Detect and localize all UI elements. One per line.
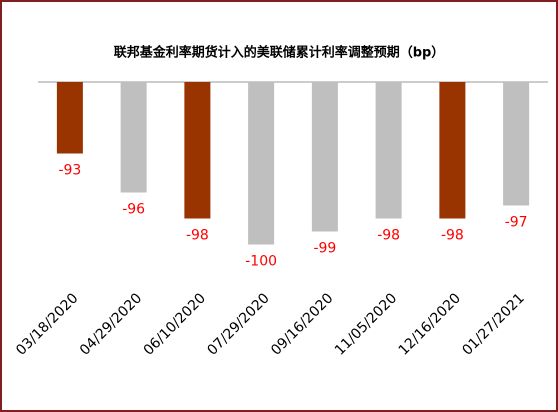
chart-title: 联邦基金利率期货计入的美联储累计利率调整预期（bp）: [114, 45, 445, 61]
bar: [503, 82, 530, 206]
data-label: -98: [377, 228, 400, 244]
data-label: -96: [122, 202, 145, 218]
bar: [56, 82, 83, 154]
bar: [184, 82, 211, 219]
data-label: -99: [313, 241, 336, 257]
data-label: -93: [58, 163, 81, 179]
bar: [248, 82, 275, 245]
data-label: -100: [245, 254, 277, 270]
bar: [120, 82, 147, 193]
bar: [311, 82, 338, 232]
data-label: -98: [186, 228, 209, 244]
bar: [375, 82, 402, 219]
data-label: -98: [441, 228, 464, 244]
bar: [439, 82, 466, 219]
data-label: -97: [505, 215, 528, 231]
